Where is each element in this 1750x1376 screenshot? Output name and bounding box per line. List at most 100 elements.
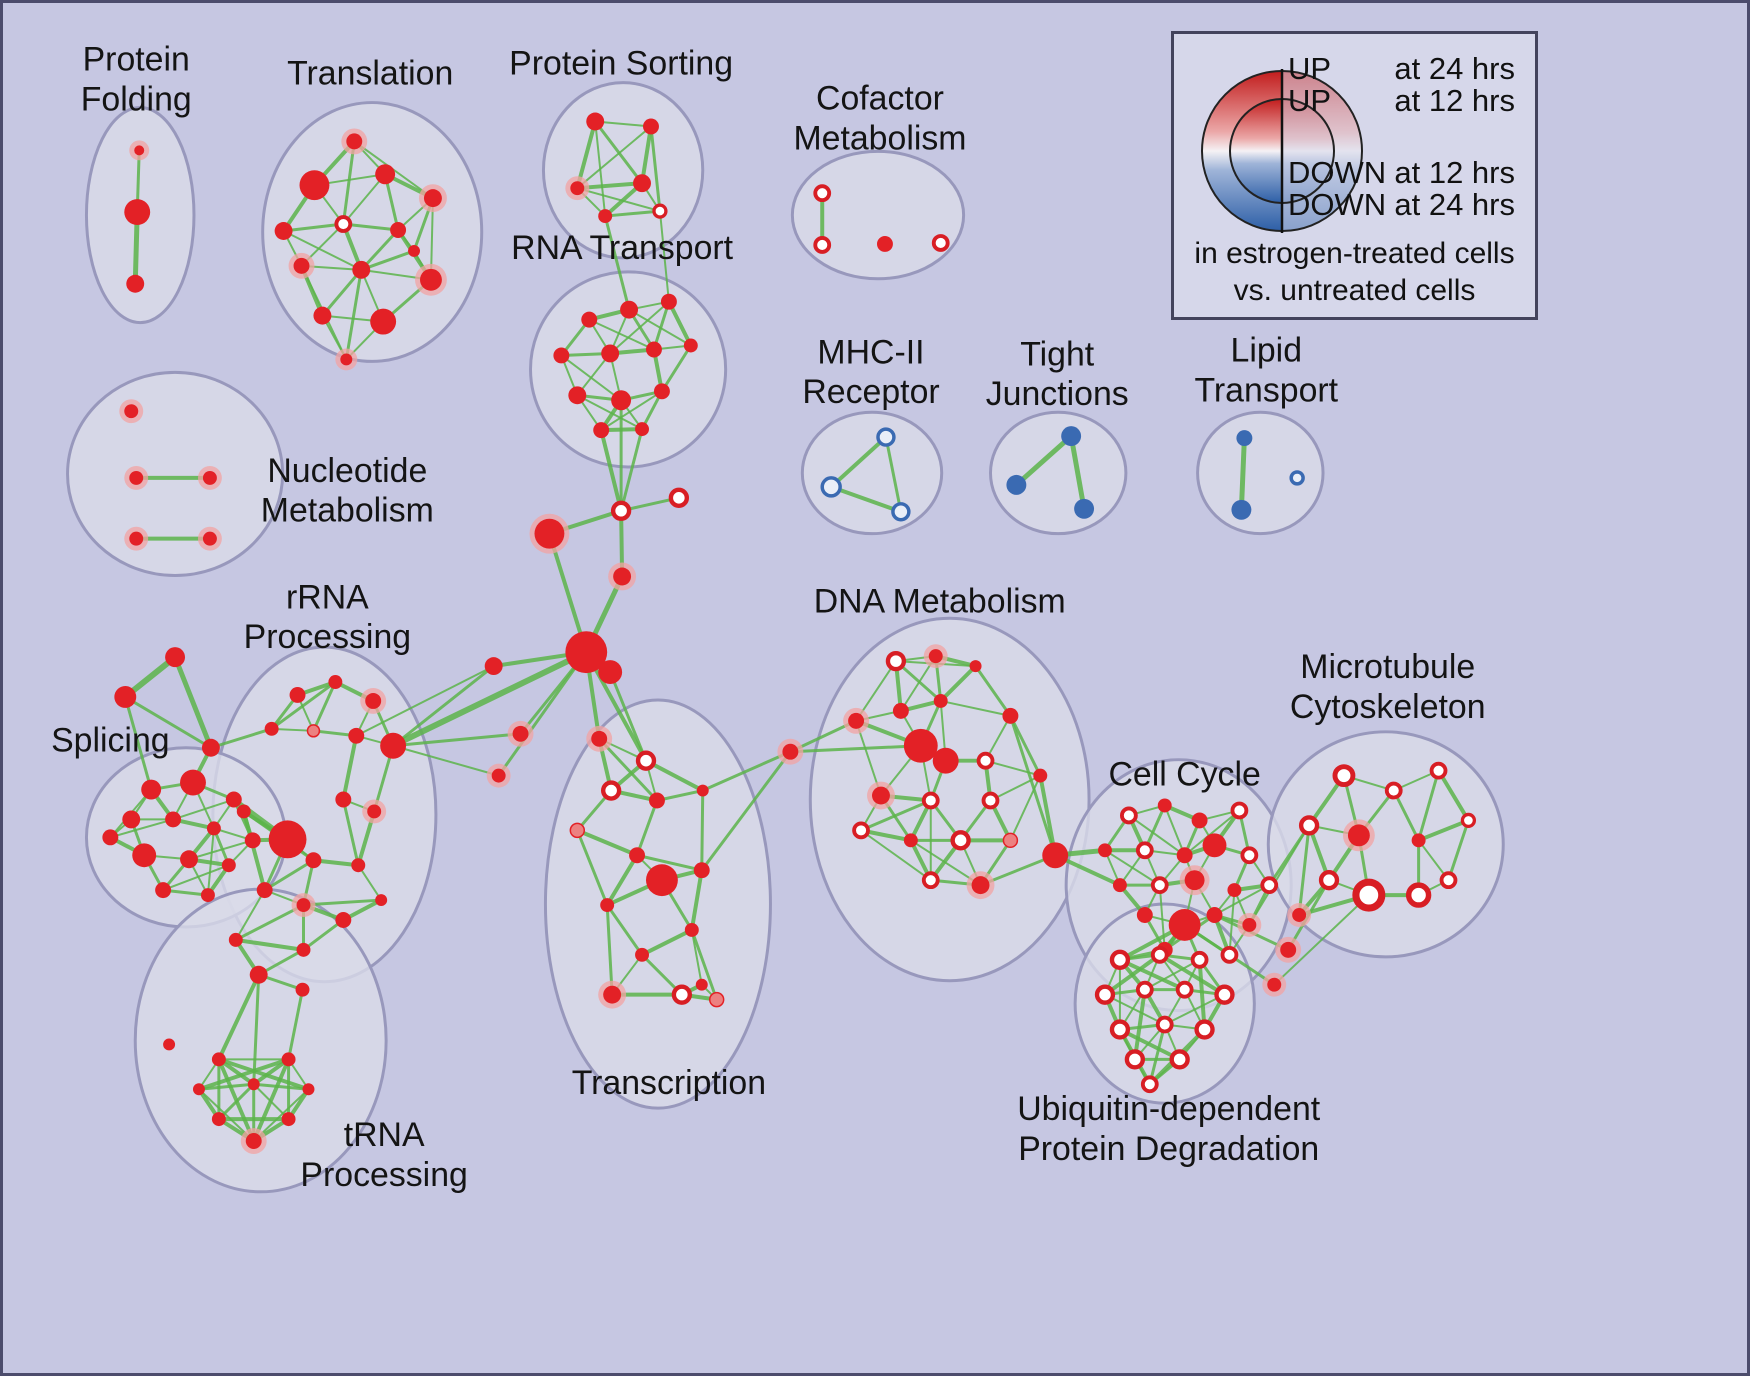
node-cf3 — [876, 235, 893, 252]
node-sp7 — [244, 832, 261, 849]
edge-x3-rr4 — [209, 727, 274, 750]
cluster-ellipse-lipid-transport — [1196, 410, 1325, 536]
node-cn13 — [1262, 972, 1287, 997]
node-dm2 — [923, 644, 948, 669]
node-dm11 — [867, 781, 895, 810]
node-sp3 — [225, 791, 242, 808]
node-cf1 — [813, 184, 832, 203]
edge-tc5-tc2 — [644, 758, 705, 793]
edge-rt3-rt6 — [652, 300, 671, 351]
node-tr11 — [313, 306, 332, 325]
edge-dm7-cn11 — [1008, 714, 1057, 857]
edge-dm14-dm18 — [1009, 774, 1042, 842]
node-cc6 — [1135, 841, 1154, 860]
edge-tc1-tc4 — [597, 737, 659, 803]
node-cf4 — [931, 234, 950, 252]
node-nm1 — [119, 399, 144, 424]
node-dm13 — [981, 791, 1000, 810]
node-dm9 — [932, 747, 959, 774]
cluster-ellipse-dna-metabolism — [808, 616, 1091, 983]
edge-rr11-rr14 — [241, 809, 267, 893]
edge-cc4-cc7 — [1183, 809, 1241, 857]
edge-cc14-cc17 — [1213, 884, 1271, 917]
edge-tr10-tr14 — [359, 249, 416, 272]
node-rt10 — [653, 383, 670, 400]
edge-mt3-mt6 — [1417, 769, 1441, 842]
node-dm1 — [885, 650, 907, 672]
node-cc4 — [1230, 801, 1249, 820]
node-lt2 — [1231, 499, 1252, 520]
node-tn2 — [295, 982, 310, 997]
edge-tn5-tn7 — [251, 1057, 291, 1087]
node-mt1 — [1332, 764, 1356, 788]
edge-rt11-rt10 — [600, 390, 663, 432]
node-sp6 — [206, 821, 221, 836]
edge-x2-x3 — [123, 695, 213, 750]
edge-ps2-ps4 — [640, 124, 653, 186]
node-sp4 — [122, 810, 141, 829]
edge-tc5-cn10 — [701, 750, 792, 793]
node-rr7 — [380, 732, 407, 759]
edge-lt1-lt2 — [1238, 435, 1247, 513]
node-dm12 — [921, 791, 940, 810]
edge-tc7-tc4 — [635, 799, 659, 857]
node-rr11 — [236, 804, 251, 819]
node-tc2 — [635, 750, 657, 771]
node-cn8 — [507, 720, 534, 747]
node-pf2 — [124, 199, 151, 226]
edge-tn1-tn7 — [252, 973, 261, 1086]
up-down-gradient-circle-icon — [1201, 69, 1363, 233]
edge-tn1-tn4 — [216, 972, 261, 1062]
node-rt2 — [620, 300, 639, 319]
node-ps6 — [652, 203, 668, 219]
edge-tr5-tr6 — [282, 222, 345, 233]
edge-rr2-rr5 — [311, 680, 337, 733]
node-rt6 — [646, 341, 662, 358]
node-dm20 — [966, 871, 995, 900]
node-tn3 — [163, 1038, 176, 1051]
edge-rr16-rr19 — [302, 918, 345, 952]
edge-cn9-rr7 — [392, 744, 500, 777]
legend-up-24-time: at 24 hrs — [1394, 51, 1515, 86]
node-cn9 — [486, 763, 511, 788]
node-dm17 — [950, 830, 971, 851]
node-tn8 — [302, 1083, 315, 1096]
node-tc11 — [684, 922, 699, 937]
edge-rt3-rt5 — [609, 300, 670, 355]
edge-tn6-tn5 — [196, 1057, 291, 1092]
edge-tj1-tj2 — [1013, 433, 1074, 488]
edge-tr3-tr6 — [342, 173, 387, 226]
node-ps3 — [565, 176, 590, 201]
edge-ub13-ub9 — [1148, 1023, 1167, 1086]
node-tn7 — [247, 1078, 260, 1091]
network-canvas: Protein Folding Translation Protein Sorting… — [51, 41, 1505, 1194]
cluster-label-nucleotide-metabolism: Nucleotide Metabolism — [261, 452, 434, 530]
node-rr12 — [305, 852, 322, 869]
node-ub13 — [1140, 1075, 1159, 1094]
node-mt7 — [1460, 812, 1477, 829]
edge-mt3-mt7 — [1436, 768, 1471, 823]
node-tc12 — [635, 947, 649, 962]
node-ub1 — [1109, 949, 1131, 970]
node-tr5 — [274, 222, 293, 240]
node-nm5 — [197, 526, 222, 551]
node-rr18 — [228, 932, 243, 947]
edge-cc2-cc7 — [1163, 804, 1186, 857]
node-cn5 — [565, 631, 608, 674]
edge-ub11-ub5 — [1132, 987, 1147, 1062]
node-cc18 — [1237, 913, 1262, 937]
edge-mt11-mt4 — [1297, 823, 1311, 917]
edge-cc1-cc7 — [1127, 814, 1186, 857]
node-tr1 — [341, 128, 368, 155]
edge-rr14-rr12 — [263, 858, 315, 892]
node-x2 — [114, 686, 137, 708]
node-ps2 — [643, 118, 659, 135]
node-ub12 — [1169, 1049, 1190, 1070]
node-dm4 — [843, 707, 870, 734]
node-tj3 — [1074, 498, 1095, 519]
node-nm4 — [124, 526, 149, 551]
edge-rr4-rr5 — [270, 727, 315, 732]
edge-ps2-ps6 — [649, 124, 662, 213]
node-tc4 — [648, 792, 665, 809]
edge-tc9-tc7 — [635, 853, 704, 872]
